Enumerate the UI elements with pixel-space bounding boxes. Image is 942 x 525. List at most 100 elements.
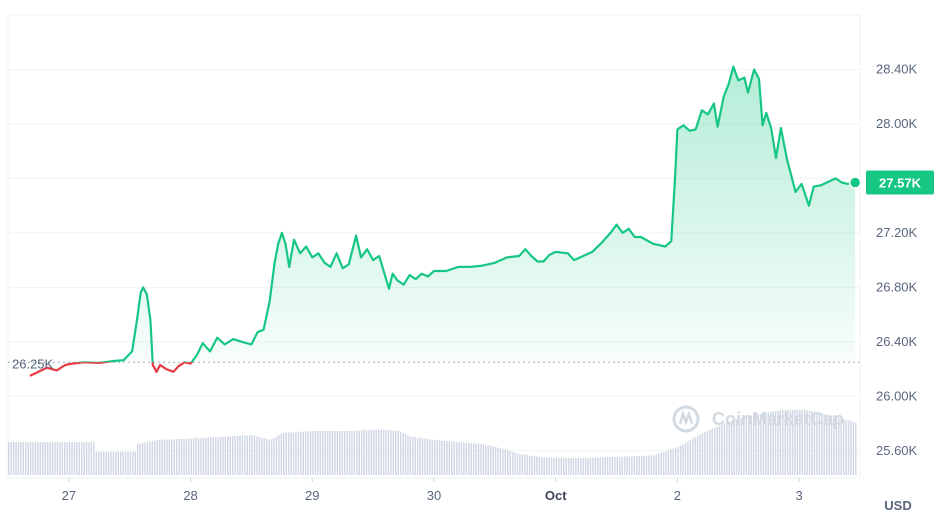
volume-bar xyxy=(799,409,801,475)
volume-bar xyxy=(56,442,59,475)
volume-bar xyxy=(110,451,112,475)
volume-bar xyxy=(555,457,558,475)
volume-bar xyxy=(619,456,621,475)
reference-price-label: 26.25K xyxy=(12,356,54,371)
volume-bar xyxy=(253,435,256,475)
volume-bar xyxy=(472,443,475,475)
volume-bar xyxy=(628,456,631,475)
volume-bar xyxy=(716,426,718,475)
y-tick-label: 28.40K xyxy=(876,61,918,76)
volume-bar xyxy=(171,439,173,475)
volume-bar xyxy=(570,458,572,475)
volume-bar xyxy=(441,440,443,475)
volume-bar xyxy=(752,415,755,475)
volume-bar xyxy=(378,429,380,475)
volume-bar xyxy=(214,437,217,475)
volume-bar xyxy=(531,455,533,475)
price-line-below xyxy=(29,362,193,377)
volume-bar xyxy=(455,441,458,475)
volume-bar xyxy=(302,431,304,475)
volume-bar xyxy=(275,436,278,475)
y-tick-label: 25.60K xyxy=(876,443,918,458)
volume-bar xyxy=(100,451,102,475)
volume-bar xyxy=(550,457,553,475)
volume-bar xyxy=(112,451,115,475)
volume-bar xyxy=(604,457,606,475)
volume-bar xyxy=(200,438,202,475)
volume-bar xyxy=(20,442,22,475)
volume-bar xyxy=(597,457,599,475)
volume-bar xyxy=(217,437,219,475)
volume-bar xyxy=(560,457,563,475)
volume-bar xyxy=(81,442,83,475)
volume-bar xyxy=(789,409,791,475)
volume-bar xyxy=(8,442,10,475)
volume-bar xyxy=(146,442,149,475)
volume-bar xyxy=(117,451,119,475)
watermark-icon xyxy=(672,405,700,433)
volume-bar xyxy=(49,442,51,475)
volume-bar xyxy=(638,455,640,475)
volume-bar xyxy=(682,444,684,475)
volume-bar xyxy=(295,432,297,475)
volume-bar xyxy=(229,436,231,475)
volume-bar xyxy=(655,454,657,475)
volume-bar xyxy=(73,442,76,475)
volume-bar xyxy=(251,435,253,475)
volume-bar xyxy=(548,457,550,475)
volume-bar xyxy=(144,442,146,475)
volume-bar xyxy=(594,457,597,475)
volume-bar xyxy=(687,441,689,475)
volume-bar xyxy=(358,430,360,475)
volume-bar xyxy=(319,430,322,475)
volume-bar xyxy=(511,451,514,475)
volume-bar xyxy=(353,430,356,475)
volume-bar xyxy=(416,437,419,475)
volume-bar xyxy=(365,430,368,475)
volume-bar xyxy=(51,442,54,475)
volume-bar xyxy=(545,457,548,475)
volume-bar xyxy=(709,429,711,475)
volume-bar xyxy=(487,445,489,475)
volume-bar xyxy=(840,418,842,475)
volume-bar xyxy=(665,451,667,475)
volume-bar xyxy=(356,430,358,475)
volume-bar xyxy=(314,430,317,475)
volume-bar xyxy=(660,452,662,475)
volume-bar xyxy=(536,456,538,475)
volume-bar xyxy=(387,430,390,475)
volume-bar xyxy=(409,436,412,475)
volume-bar xyxy=(538,456,541,475)
y-tick-label: 26.00K xyxy=(876,388,918,403)
volume-bar xyxy=(735,419,738,475)
volume-bar xyxy=(241,435,244,475)
volume-bar xyxy=(431,439,433,475)
volume-bar xyxy=(804,409,806,475)
volume-bar xyxy=(183,438,185,475)
volume-bar xyxy=(368,430,370,475)
volume-bar xyxy=(234,436,236,475)
volume-bar xyxy=(25,442,27,475)
volume-bar xyxy=(838,417,840,475)
volume-bar xyxy=(740,418,743,475)
volume-bar xyxy=(434,440,436,475)
volume-bar xyxy=(631,456,633,475)
volume-bar xyxy=(283,432,285,475)
volume-bar xyxy=(580,458,582,475)
volume-bar xyxy=(706,430,709,475)
volume-bar xyxy=(141,443,144,475)
volume-bar xyxy=(448,441,451,475)
volume-bar xyxy=(509,451,511,475)
volume-bar xyxy=(115,451,117,475)
volume-bar xyxy=(292,432,295,475)
volume-bar xyxy=(711,428,713,475)
volume-bar xyxy=(207,437,210,475)
volume-bar xyxy=(813,411,816,475)
volume-bar xyxy=(85,442,88,475)
volume-bar xyxy=(528,455,531,475)
volume-bar xyxy=(197,438,200,475)
volume-bar xyxy=(205,437,207,475)
x-axis: 27 28 29 30 Oct 2 3 xyxy=(62,478,803,503)
